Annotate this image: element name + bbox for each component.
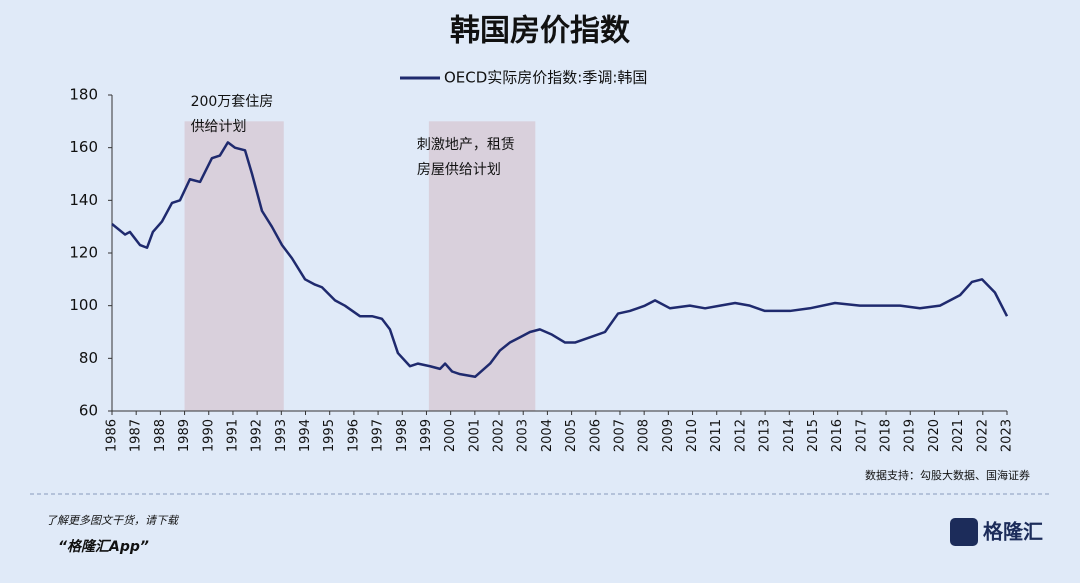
x-tick-label: 2022 — [975, 419, 990, 452]
x-tick-label: 1995 — [322, 419, 337, 452]
line — [111, 141, 1009, 379]
annotation: 供给计划 — [191, 119, 247, 135]
y-tick-label: 60 — [79, 402, 98, 420]
x-tick-label: 1993 — [274, 419, 289, 452]
x-tick-label: 1998 — [395, 419, 410, 452]
logo-icon — [950, 518, 978, 546]
x-tick-label: 2013 — [758, 419, 773, 452]
x-tick-label: 2012 — [733, 419, 748, 452]
y-tick-label: 80 — [79, 349, 98, 367]
x-tick-label: 2000 — [443, 419, 458, 452]
shaded-region — [428, 121, 536, 411]
y-tick-label: 180 — [69, 86, 98, 104]
x-tick-label: 1988 — [153, 419, 168, 452]
y-tick-label: 140 — [69, 191, 98, 209]
annotation: 刺激地产，租赁 — [417, 136, 515, 153]
x-tick-label: 1986 — [105, 419, 120, 452]
x-tick-label: 2004 — [540, 419, 555, 452]
x-tick-label: 2003 — [516, 419, 531, 452]
y-tick-label: 100 — [69, 296, 98, 314]
footer-text: 了解更多图文干货，请下载 — [46, 514, 180, 527]
x-tick-label: 2011 — [709, 419, 724, 452]
x-tick-label: 2002 — [492, 419, 507, 452]
chart-title: 韩国房价指数 — [450, 14, 631, 49]
x-tick-label: 1989 — [177, 419, 192, 452]
x-tick-label: 1994 — [298, 419, 313, 452]
legend-label: OECD实际房价指数:季调:韩国 — [444, 69, 647, 87]
x-tick-label: 2023 — [1000, 419, 1015, 452]
x-tick-label: 1992 — [250, 419, 265, 452]
x-tick-label: 2014 — [782, 419, 797, 452]
x-tick-label: 2007 — [612, 419, 627, 452]
x-tick-label: 2008 — [637, 419, 652, 452]
x-tick-label: 2019 — [903, 419, 918, 452]
source: 数据支持：勾股大数据、国海证券 — [865, 468, 1030, 482]
x-tick-label: 1990 — [201, 419, 216, 452]
footer-app: “格隆汇App” — [58, 538, 149, 555]
x-tick-label: 2001 — [467, 419, 482, 452]
x-tick-label: 1987 — [129, 419, 144, 452]
x-tick-label: 1997 — [371, 419, 386, 452]
x-tick-label: 2009 — [661, 419, 676, 452]
logo-text: 格隆汇 — [983, 520, 1043, 544]
x-tick-label: 2005 — [564, 419, 579, 452]
x-tick-label: 1996 — [346, 419, 361, 452]
x-tick-label: 2017 — [854, 419, 869, 452]
x-tick-label: 1991 — [225, 419, 240, 452]
x-tick-label: 2016 — [830, 419, 845, 452]
x-tick-label: 2006 — [588, 419, 603, 452]
annotation: 房屋供给计划 — [417, 162, 501, 178]
y-tick-label: 120 — [69, 244, 98, 262]
x-tick-label: 2018 — [879, 419, 894, 452]
x-tick-label: 2020 — [927, 419, 942, 452]
x-tick-label: 2010 — [685, 419, 700, 452]
shaded-region — [184, 121, 284, 411]
x-tick-label: 2015 — [806, 419, 821, 452]
x-tick-label: 2021 — [951, 419, 966, 452]
y-tick-label: 160 — [69, 138, 98, 156]
x-tick-label: 1999 — [419, 419, 434, 452]
annotation: 200万套住房 — [191, 94, 274, 110]
